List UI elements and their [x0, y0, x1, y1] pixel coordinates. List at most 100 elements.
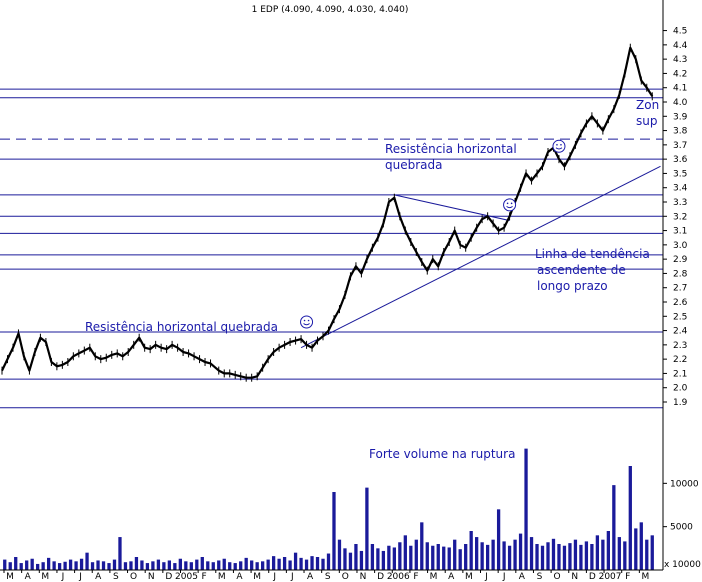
smiley-icon	[503, 198, 517, 212]
smiley-mouth	[506, 205, 513, 209]
x-tick-label: D	[165, 572, 172, 582]
price-tick-label: 3.0	[673, 241, 688, 251]
smiley-eye	[556, 143, 558, 146]
volume-series	[3, 448, 654, 570]
price-tick-label: 3.2	[673, 212, 687, 222]
x-tick-label: M	[253, 572, 261, 582]
x-tick-label: 2007	[599, 572, 622, 582]
smiley-eye	[307, 319, 310, 322]
x-tick-label: J	[272, 572, 276, 582]
annotation-trend-line2: ascendente de	[537, 263, 626, 277]
price-tick-label: 3.7	[673, 141, 687, 151]
breakout-markers	[300, 139, 566, 329]
price-tick-label: 3.4	[673, 184, 688, 194]
price-tick-label: 2.4	[673, 327, 688, 337]
x-tick-label: 2006	[387, 572, 410, 582]
smiley-icon	[300, 315, 314, 329]
price-tick-label: 2.3	[673, 341, 687, 351]
x-tick-label: F	[625, 572, 630, 582]
x-tick-label: F	[413, 572, 418, 582]
x-tick-label: O	[554, 572, 561, 582]
price-tick-label: 2.0	[673, 384, 688, 394]
x-tick-label: N	[148, 572, 155, 582]
x-tick-label: M	[218, 572, 226, 582]
x-tick-label: D	[377, 572, 384, 582]
x-tick-label: J	[484, 572, 488, 582]
x-tick-label: J	[78, 572, 82, 582]
trend-lines	[300, 165, 661, 349]
volume-axis: 10000 5000	[663, 479, 699, 533]
price-levels	[0, 88, 663, 409]
price-tick-label: 4.1	[673, 84, 687, 94]
annotation-resistance-right-line1: Resistência horizontal	[385, 142, 517, 156]
volume-unit-label: x 10000	[664, 560, 701, 570]
price-tick-label: 3.1	[673, 227, 687, 237]
smiley-icon	[552, 139, 566, 153]
x-tick-label: J	[502, 572, 506, 582]
smiley-eye	[303, 319, 306, 322]
x-tick-label: J	[290, 572, 294, 582]
x-tick-label: M	[6, 572, 14, 582]
price-tick-label: 2.7	[673, 284, 687, 294]
price-tick-label: 4.3	[673, 55, 687, 65]
price-tick-label: 2.8	[673, 269, 688, 279]
x-tick-label: N	[571, 572, 578, 582]
x-tick-label: A	[307, 572, 314, 582]
price-tick-label: 2.1	[673, 369, 687, 379]
x-tick-label: M	[41, 572, 49, 582]
x-tick-label: A	[448, 572, 455, 582]
price-tick-label: 3.8	[673, 127, 688, 137]
x-tick-label: A	[25, 572, 32, 582]
price-axis: 4.5 4.4 4.3 4.2 4.1 4.0 3.9 3.8 3.7 3.6 3.5 3.4 3.3 3…	[663, 27, 688, 408]
price-tick-label: 3.9	[673, 112, 688, 122]
x-tick-label: S	[113, 572, 119, 582]
annotation-resistance-right-line2: quebrada	[385, 158, 442, 172]
x-axis: M A M J J A S O N D 2005 F M A M J J A S O N D 2006 F M A M J J A S O N D…	[3, 570, 649, 582]
x-tick-label: 2005	[175, 572, 198, 582]
smiley-mouth	[303, 323, 310, 326]
price-tick-label: 2.5	[673, 312, 687, 322]
x-tick-label: A	[236, 572, 243, 582]
smiley-face	[300, 315, 314, 329]
x-tick-label: S	[537, 572, 543, 582]
smiley-face	[503, 198, 517, 212]
x-tick-label: A	[95, 572, 102, 582]
annotation-zone-line2: sup	[636, 114, 657, 128]
annotation-trend-line1: Linha de tendência	[535, 247, 650, 261]
volume-tick-label: 10000	[670, 479, 699, 489]
trend-line-1	[394, 194, 510, 222]
annotation-trend-line3: longo prazo	[537, 279, 608, 293]
price-tick-label: 4.5	[673, 27, 687, 37]
price-tick-label: 4.0	[673, 98, 688, 108]
chart-title: 1 EDP (4.090, 4.090, 4.030, 4.040)	[252, 5, 409, 15]
price-tick-label: 4.4	[673, 41, 688, 51]
x-tick-label: M	[465, 572, 473, 582]
smiley-eye	[510, 202, 513, 205]
x-tick-label: F	[202, 572, 207, 582]
price-tick-label: 1.9	[673, 398, 688, 408]
x-tick-label: D	[589, 572, 596, 582]
price-tick-label: 2.6	[673, 298, 688, 308]
price-series	[1, 43, 654, 382]
price-tick-label: 4.2	[673, 69, 687, 79]
smiley-mouth	[555, 147, 563, 150]
x-tick-label: N	[360, 572, 367, 582]
smiley-eye	[560, 143, 562, 146]
price-tick-label: 3.6	[673, 155, 688, 165]
x-tick-label: M	[430, 572, 438, 582]
price-tick-label: 3.5	[673, 169, 687, 179]
annotation-resistance-left: Resistência horizontal quebrada	[85, 320, 278, 334]
smiley-eye	[506, 202, 509, 205]
annotation-volume: Forte volume na ruptura	[369, 447, 515, 461]
price-tick-label: 3.3	[673, 198, 687, 208]
x-tick-label: J	[61, 572, 65, 582]
x-tick-label: O	[130, 572, 137, 582]
annotations: Resistência horizontal quebrada Resistên…	[85, 98, 659, 461]
x-tick-label: S	[325, 572, 331, 582]
x-tick-label: A	[519, 572, 526, 582]
price-tick-label: 2.2	[673, 355, 687, 365]
volume-tick-label: 5000	[670, 523, 693, 533]
